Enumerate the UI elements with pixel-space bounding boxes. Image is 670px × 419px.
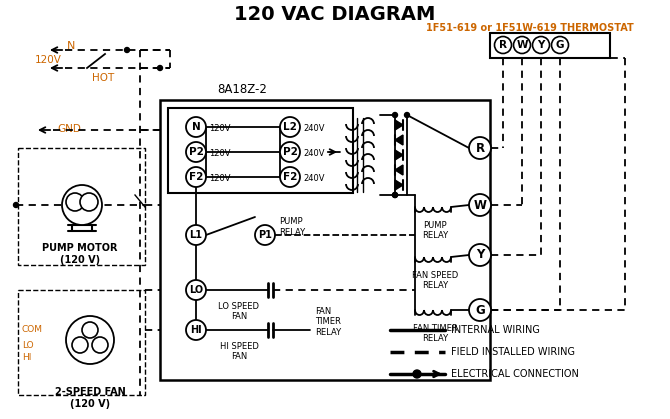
Text: 240V: 240V: [303, 124, 324, 132]
Bar: [18, 290, 145, 395]
Text: HOT: HOT: [92, 73, 115, 83]
Circle shape: [469, 194, 491, 216]
Circle shape: [413, 370, 421, 378]
Text: LO SPEED
FAN: LO SPEED FAN: [218, 302, 259, 321]
Text: FAN
TIMER
RELAY: FAN TIMER RELAY: [315, 307, 341, 337]
Text: L2: L2: [283, 122, 297, 132]
Circle shape: [494, 36, 511, 54]
Text: W: W: [517, 40, 528, 50]
Circle shape: [66, 316, 114, 364]
Text: R: R: [499, 40, 507, 50]
Text: 120 VAC DIAGRAM: 120 VAC DIAGRAM: [234, 5, 436, 23]
Text: P2: P2: [283, 147, 297, 157]
Circle shape: [255, 225, 275, 245]
Text: Y: Y: [537, 40, 545, 50]
Circle shape: [533, 36, 549, 54]
Text: LO: LO: [189, 285, 203, 295]
Text: GND: GND: [57, 124, 81, 134]
Text: 120V: 120V: [209, 124, 230, 132]
Bar: [18, 148, 145, 265]
Text: FAN TIMER
RELAY: FAN TIMER RELAY: [413, 324, 458, 344]
Circle shape: [186, 280, 206, 300]
Circle shape: [393, 112, 397, 117]
Circle shape: [157, 65, 163, 70]
Text: 240V: 240V: [303, 173, 324, 183]
Text: HI: HI: [22, 354, 31, 362]
Text: COM: COM: [22, 326, 43, 334]
Text: FAN SPEED
RELAY: FAN SPEED RELAY: [412, 271, 458, 290]
Text: F2: F2: [189, 172, 203, 182]
Text: Y: Y: [476, 248, 484, 261]
Circle shape: [82, 322, 98, 338]
Text: 1F51-619 or 1F51W-619 THERMOSTAT: 1F51-619 or 1F51W-619 THERMOSTAT: [426, 23, 634, 33]
Circle shape: [80, 193, 98, 211]
Circle shape: [280, 142, 300, 162]
Text: 2-SPEED FAN
(120 V): 2-SPEED FAN (120 V): [55, 387, 125, 409]
Circle shape: [62, 185, 102, 225]
Text: N: N: [67, 41, 75, 51]
Text: L1: L1: [190, 230, 202, 240]
Circle shape: [469, 244, 491, 266]
Circle shape: [72, 337, 88, 353]
Circle shape: [405, 112, 409, 117]
Text: F2: F2: [283, 172, 297, 182]
Circle shape: [92, 337, 108, 353]
Bar: [490, 33, 610, 58]
Circle shape: [393, 192, 397, 197]
Text: 120V: 120V: [209, 148, 230, 158]
Circle shape: [186, 320, 206, 340]
Circle shape: [280, 167, 300, 187]
Circle shape: [280, 117, 300, 137]
Text: FIELD INSTALLED WIRING: FIELD INSTALLED WIRING: [451, 347, 575, 357]
Text: HI: HI: [190, 325, 202, 335]
Text: G: G: [555, 40, 564, 50]
Polygon shape: [395, 180, 403, 190]
Circle shape: [469, 137, 491, 159]
Text: W: W: [474, 199, 486, 212]
Circle shape: [13, 202, 19, 207]
Bar: [160, 100, 490, 380]
Text: 120V: 120V: [35, 55, 62, 65]
Circle shape: [186, 117, 206, 137]
Text: INTERNAL WIRING: INTERNAL WIRING: [451, 325, 540, 335]
Polygon shape: [395, 135, 403, 145]
Circle shape: [186, 225, 206, 245]
Text: PUMP
RELAY: PUMP RELAY: [279, 217, 305, 237]
Circle shape: [125, 47, 129, 52]
Text: 240V: 240V: [303, 148, 324, 158]
Text: R: R: [476, 142, 484, 155]
Polygon shape: [395, 150, 403, 160]
Circle shape: [551, 36, 569, 54]
Circle shape: [393, 192, 397, 197]
Circle shape: [513, 36, 531, 54]
Text: N: N: [192, 122, 200, 132]
Polygon shape: [395, 120, 403, 130]
Circle shape: [66, 193, 84, 211]
Text: PUMP
RELAY: PUMP RELAY: [422, 221, 448, 241]
Circle shape: [469, 299, 491, 321]
Text: G: G: [475, 303, 485, 316]
Text: HI SPEED
FAN: HI SPEED FAN: [220, 342, 259, 362]
Text: 8A18Z-2: 8A18Z-2: [217, 83, 267, 96]
Bar: [168, 108, 353, 193]
Circle shape: [186, 142, 206, 162]
Text: P2: P2: [188, 147, 204, 157]
Text: ELECTRICAL CONNECTION: ELECTRICAL CONNECTION: [451, 369, 579, 379]
Circle shape: [186, 167, 206, 187]
Text: LO: LO: [22, 341, 34, 349]
Text: 120V: 120V: [209, 173, 230, 183]
Polygon shape: [395, 165, 403, 175]
Text: P1: P1: [258, 230, 272, 240]
Text: PUMP MOTOR
(120 V): PUMP MOTOR (120 V): [42, 243, 118, 265]
